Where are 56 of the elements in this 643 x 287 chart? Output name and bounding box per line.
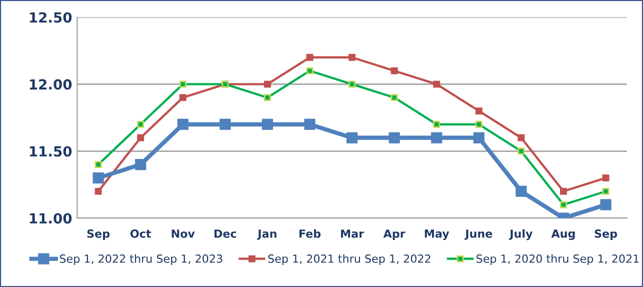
legend-label: Sep 1, 2021 thru Sep 1, 2022 — [268, 254, 430, 265]
x-tick-label: Apr — [383, 230, 406, 240]
point — [94, 161, 102, 168]
point — [518, 134, 525, 142]
point — [304, 118, 316, 130]
point — [475, 120, 482, 128]
x-tick-label: Mar — [341, 230, 364, 238]
x-tick-label: Sep — [594, 229, 618, 240]
x-tick-label: June — [464, 230, 492, 240]
point — [92, 172, 104, 184]
point — [220, 118, 231, 130]
point — [473, 132, 484, 144]
point — [264, 80, 271, 88]
x-tick-label: Feb — [299, 229, 321, 238]
point — [475, 108, 482, 114]
point — [390, 94, 398, 102]
point — [346, 132, 358, 144]
point — [137, 120, 144, 128]
point — [135, 158, 146, 170]
point — [306, 67, 314, 74]
y-tick-label: 11.00 — [30, 213, 72, 224]
x-tick-label: Oct — [130, 229, 152, 238]
x-tick-label: Sep — [87, 229, 110, 240]
point — [431, 132, 442, 144]
x-tick-label: Jan — [257, 230, 276, 240]
point — [264, 94, 271, 102]
x-tick-label: Aug — [551, 229, 575, 240]
point — [137, 134, 144, 142]
x-tick-label: July — [509, 229, 533, 240]
point — [600, 199, 612, 210]
point — [348, 54, 356, 61]
point — [388, 132, 400, 144]
point — [262, 118, 274, 130]
x-tick-label: Dec — [214, 230, 236, 238]
legend-label: Sep 1, 2022 thru Sep 1, 2023 — [60, 254, 222, 265]
y-tick-label: 12.00 — [30, 79, 72, 90]
y-tick-label: 12.50 — [30, 12, 72, 23]
point — [177, 118, 188, 130]
x-tick-label: May — [424, 229, 450, 240]
point — [518, 148, 525, 155]
x-tick-label: Nov — [172, 230, 195, 238]
point — [94, 188, 102, 195]
y-tick-label: 11.50 — [30, 146, 72, 157]
point — [433, 80, 440, 88]
point — [516, 186, 527, 197]
point — [602, 188, 610, 195]
point — [179, 94, 186, 102]
point — [602, 174, 610, 182]
point — [560, 188, 567, 195]
point — [433, 120, 440, 128]
point — [390, 67, 398, 74]
point — [179, 80, 186, 88]
point — [348, 80, 356, 88]
point — [306, 54, 314, 61]
point — [560, 201, 567, 208]
legend-label: Sep 1, 2020 thru Sep 1, 2021 — [476, 254, 639, 265]
